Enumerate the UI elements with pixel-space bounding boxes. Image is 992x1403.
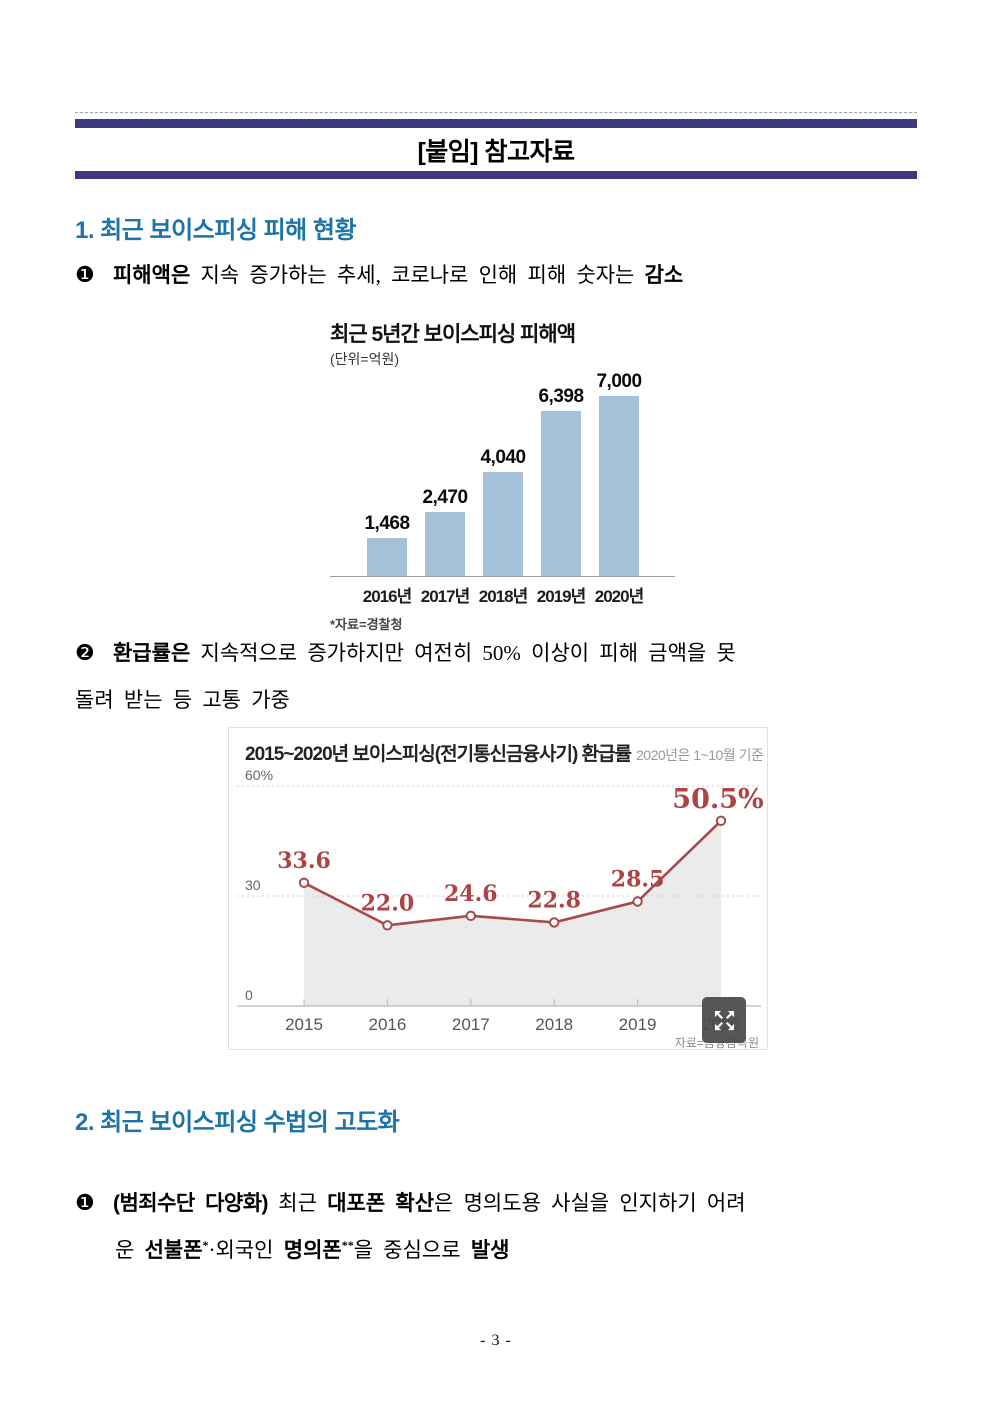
footnote-marker: * <box>202 1238 209 1252</box>
bar-value-label: 2,470 <box>422 487 468 508</box>
line-chart-title-sub: 2020년은 1~10월 기준 <box>636 747 764 763</box>
bar-x-label: 2019년 <box>536 587 586 606</box>
bar-chart-plot: 1,468 2,470 4,040 6,398 7,000 <box>330 371 675 577</box>
line-chart-plot: 03060%20152016201720182019202033.622.024… <box>237 768 764 1050</box>
x-axis-label: 2017 <box>452 1015 490 1034</box>
bar <box>367 538 407 576</box>
bullet-1-marker: ❶ <box>75 263 95 288</box>
section-2-bullet-1: ❶ (범죄수단 다양화) 최근 대포폰 확산은 명의도용 사실을 인지하기 어려… <box>75 1180 923 1274</box>
bar-column: 4,040 <box>474 447 532 576</box>
bar-column: 6,398 <box>532 386 590 576</box>
bullet-1-marker: ❶ <box>75 1191 95 1216</box>
bullet-text: 최근 <box>278 1191 317 1215</box>
bar <box>541 411 581 576</box>
area-fill <box>304 820 721 1006</box>
header-bar-top <box>75 119 917 128</box>
data-point <box>298 877 310 889</box>
bullet-text: 을 중심으로 <box>353 1238 461 1262</box>
data-point <box>382 920 393 931</box>
bar-x-label: 2020년 <box>594 587 644 606</box>
x-axis-label: 2016 <box>368 1015 406 1034</box>
expand-icon[interactable] <box>702 997 746 1043</box>
attachment-header: [붙임] 참고자료 <box>75 112 917 179</box>
section-1-bullet-1: ❶ 피해액은 지속 증가하는 추세, 코로나로 인해 피해 숫자는 감소 <box>75 252 923 299</box>
page-number: - 3 - <box>480 1332 512 1349</box>
bar-column: 7,000 <box>590 371 648 576</box>
line-chart-title: 2015~2020년 보이스피싱(전기통신금융사기) 환급률 2020년은 1~1… <box>229 728 767 766</box>
bar <box>599 396 639 576</box>
bullet-line: 운 선불폰*·외국인 명의폰**을 중심으로 발생 <box>75 1227 923 1274</box>
header-bar-bottom <box>75 171 917 179</box>
bullet-text: 은 명의도용 사실을 인지하기 어려 <box>434 1191 746 1215</box>
data-point <box>549 917 560 928</box>
y-tick-label: 60% <box>245 768 273 783</box>
bar <box>483 472 523 576</box>
y-tick-label: 0 <box>245 987 253 1003</box>
bar-x-label: 2016년 <box>362 587 412 606</box>
data-point-label: 33.6 <box>277 848 331 874</box>
bullet-text: 돌려 받는 등 고통 가중 <box>75 688 290 712</box>
data-point <box>632 896 643 907</box>
bullet-text-bold: 환급률은 <box>112 641 191 665</box>
bullet-text: 운 <box>115 1238 135 1262</box>
bullet-text-bold: (범죄수단 다양화) <box>112 1192 269 1215</box>
data-point-label: 22.8 <box>527 887 581 913</box>
header-title: [붙임] 참고자료 <box>417 138 575 166</box>
bullet-line: 돌려 받는 등 고통 가중 <box>75 677 923 723</box>
data-point-label: 50.5% <box>672 784 763 815</box>
bullet-text: 지속 증가하는 추세, 코로나로 인해 피해 숫자는 <box>200 263 635 287</box>
expand-arrows-glyph <box>714 1010 734 1030</box>
bullet-text-bold: 명의폰 <box>283 1238 342 1262</box>
bar-chart-x-axis: 2016년 2017년 2018년 2019년 2020년 <box>330 577 675 607</box>
bar-x-label: 2018년 <box>478 587 528 606</box>
bullet-text-bold: 발생 <box>470 1238 510 1262</box>
bar-column: 1,468 <box>358 513 416 576</box>
x-axis-label: 2018 <box>535 1015 573 1034</box>
bullet-2-marker: ❷ <box>75 641 95 666</box>
bullet-text-bold: 피해액은 <box>112 263 191 287</box>
bar-chart-unit-label: (단위=억원) <box>330 351 400 367</box>
bar-value-label: 7,000 <box>596 371 642 392</box>
bar-x-label: 2017년 <box>420 587 470 606</box>
y-tick-label: 30 <box>245 877 261 893</box>
data-point <box>465 910 477 922</box>
bullet-text-bold: 대포폰 확산 <box>327 1191 435 1215</box>
header-rule-top <box>75 112 917 113</box>
bar-column: 2,470 <box>416 487 474 576</box>
bar-value-label: 1,468 <box>364 513 410 534</box>
bullet-line: ❷ 환급률은 지속적으로 증가하지만 여전히 50% 이상이 피해 금액을 못 <box>75 630 923 677</box>
line-series <box>303 819 722 927</box>
data-point-label: 28.5 <box>611 867 665 893</box>
bar-value-label: 6,398 <box>538 386 584 407</box>
bar-chart-source: *자료=경찰청 <box>330 617 403 632</box>
bullet-line: ❶ (범죄수단 다양화) 최근 대포폰 확산은 명의도용 사실을 인지하기 어려 <box>75 1180 923 1227</box>
bullet-text: 지속적으로 증가하지만 여전히 50% 이상이 피해 금액을 못 <box>200 641 736 665</box>
x-axis-label: 2015 <box>285 1015 323 1034</box>
bar-chart-figure: 최근 5년간 보이스피싱 피해액 (단위=억원) 1,468 2,470 4,040… <box>330 318 675 633</box>
footnote-marker: ** <box>341 1238 354 1252</box>
section-1-bullet-2: ❷ 환급률은 지속적으로 증가하지만 여전히 50% 이상이 피해 금액을 못 … <box>75 630 923 723</box>
bullet-text-bold: 감소 <box>644 263 684 287</box>
bar <box>425 512 465 576</box>
bullet-text-bold: 선불폰 <box>144 1238 203 1262</box>
bar-chart-title: 최근 5년간 보이스피싱 피해액 <box>330 323 576 346</box>
line-chart-title-main: 2015~2020년 보이스피싱(전기통신금융사기) 환급률 <box>245 744 632 765</box>
line-chart-figure: 2015~2020년 보이스피싱(전기통신금융사기) 환급률 2020년은 1~1… <box>228 727 768 1050</box>
x-axis-label: 2019 <box>619 1015 657 1034</box>
bar-value-label: 4,040 <box>480 447 526 468</box>
section-2-title: 2. 최근 보이스피싱 수법의 고도화 <box>75 1109 400 1136</box>
data-point-label: 22.0 <box>361 890 415 916</box>
bullet-text: ·외국인 <box>208 1238 274 1262</box>
data-point <box>715 815 727 826</box>
section-1-title: 1. 최근 보이스피싱 피해 현황 <box>75 217 357 244</box>
data-point-label: 24.6 <box>444 881 498 907</box>
